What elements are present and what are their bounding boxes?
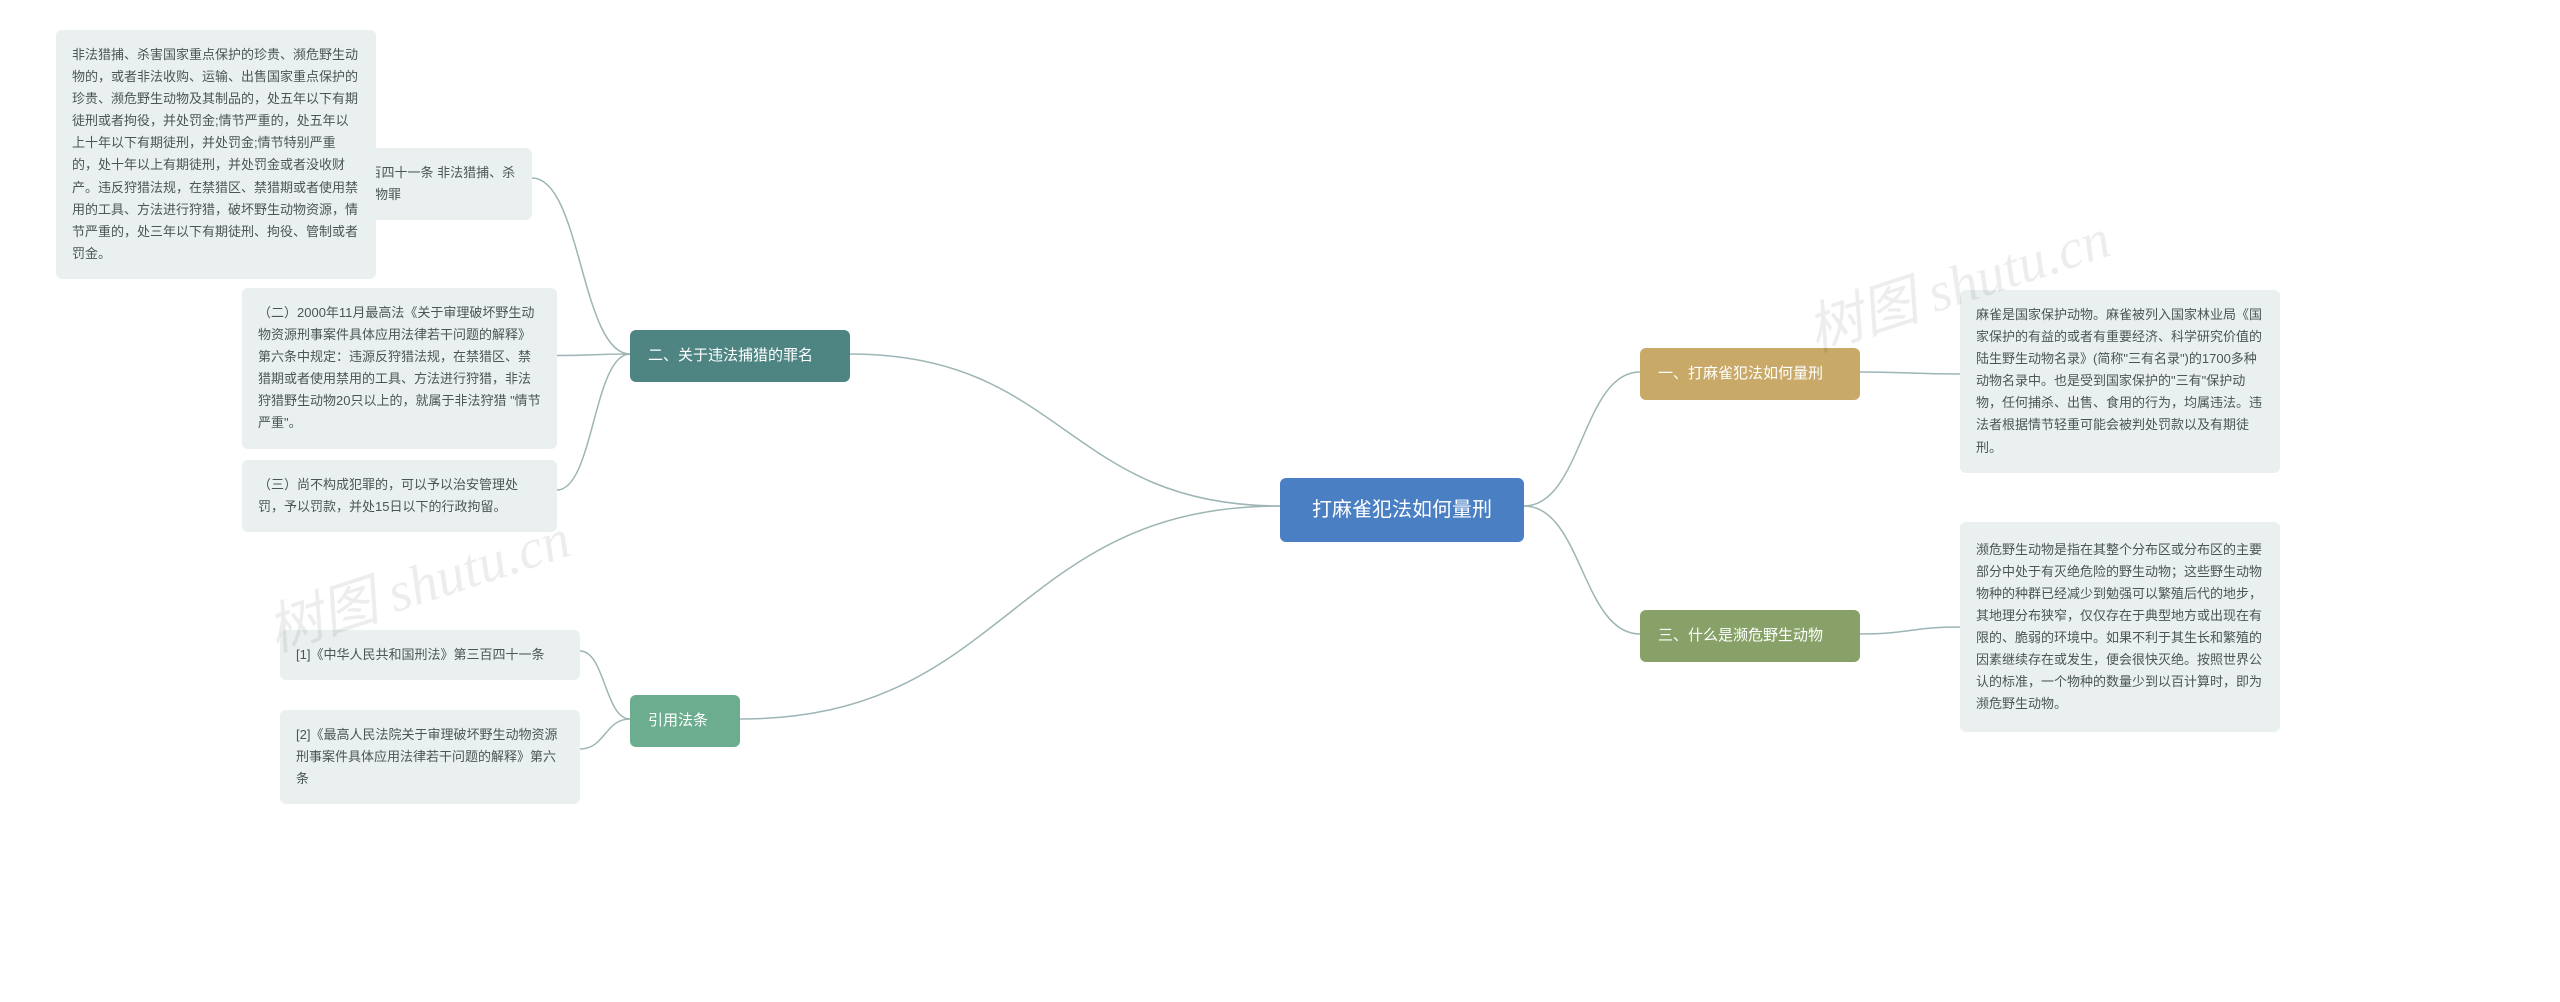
branch-2: 二、关于违法捕猎的罪名 (630, 330, 850, 382)
branch-2-leaf-2-text: （二）2000年11月最高法《关于审理破坏野生动物资源刑事案件具体应用法律若干问… (258, 302, 541, 435)
branch-3-leaf-1-text: 濒危野生动物是指在其整个分布区或分布区的主要部分中处于有灭绝危险的野生动物；这些… (1976, 539, 2264, 716)
branch-2-leaf-1-sub-1: 非法猎捕、杀害国家重点保护的珍贵、濒危野生动物的，或者非法收购、运输、出售国家重… (56, 30, 376, 279)
branch-2-leaf-3-text: （三）尚不构成犯罪的，可以予以治安管理处罚，予以罚款，并处15日以下的行政拘留。 (258, 474, 541, 518)
branch-1-label: 一、打麻雀犯法如何量刑 (1658, 362, 1823, 386)
branch-4-label: 引用法条 (648, 709, 708, 733)
branch-4-leaf-1-text: [1]《中华人民共和国刑法》第三百四十一条 (296, 644, 544, 666)
branch-1-leaf-1: 麻雀是国家保护动物。麻雀被列入国家林业局《国家保护的有益的或者有重要经济、科学研… (1960, 290, 2280, 473)
root-label: 打麻雀犯法如何量刑 (1312, 494, 1492, 526)
branch-3-leaf-1: 濒危野生动物是指在其整个分布区或分布区的主要部分中处于有灭绝危险的野生动物；这些… (1960, 522, 2280, 732)
branch-4-leaf-2-text: [2]《最高人民法院关于审理破坏野生动物资源刑事案件具体应用法律若干问题的解释》… (296, 724, 564, 790)
branch-1: 一、打麻雀犯法如何量刑 (1640, 348, 1860, 400)
branch-2-leaf-3: （三）尚不构成犯罪的，可以予以治安管理处罚，予以罚款，并处15日以下的行政拘留。 (242, 460, 557, 532)
branch-4: 引用法条 (630, 695, 740, 747)
branch-4-leaf-1: [1]《中华人民共和国刑法》第三百四十一条 (280, 630, 580, 680)
branch-1-leaf-1-text: 麻雀是国家保护动物。麻雀被列入国家林业局《国家保护的有益的或者有重要经济、科学研… (1976, 304, 2264, 459)
branch-2-leaf-1-sub-1-text: 非法猎捕、杀害国家重点保护的珍贵、濒危野生动物的，或者非法收购、运输、出售国家重… (72, 44, 360, 265)
branch-2-leaf-2: （二）2000年11月最高法《关于审理破坏野生动物资源刑事案件具体应用法律若干问… (242, 288, 557, 449)
branch-4-leaf-2: [2]《最高人民法院关于审理破坏野生动物资源刑事案件具体应用法律若干问题的解释》… (280, 710, 580, 804)
branch-2-label: 二、关于违法捕猎的罪名 (648, 344, 813, 368)
root-node: 打麻雀犯法如何量刑 (1280, 478, 1524, 542)
branch-3: 三、什么是濒危野生动物 (1640, 610, 1860, 662)
branch-3-label: 三、什么是濒危野生动物 (1658, 624, 1823, 648)
